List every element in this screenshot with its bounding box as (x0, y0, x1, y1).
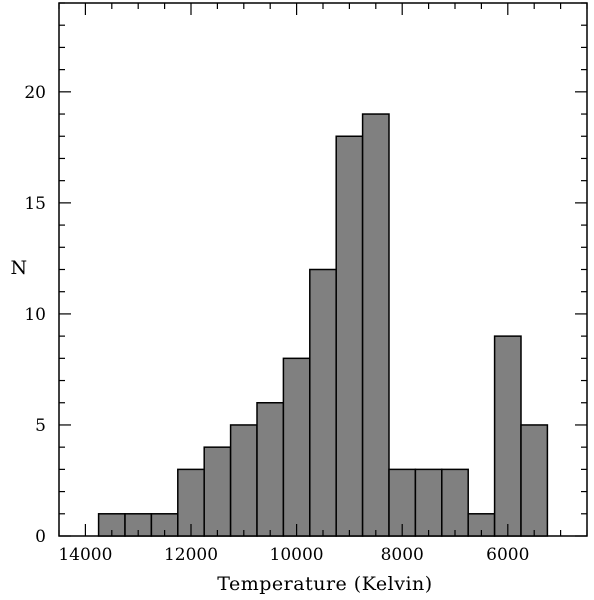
histogram-bar (520, 424, 549, 537)
histogram-bar (229, 424, 258, 537)
y-tick-label: 20 (24, 83, 46, 103)
x-tick-label: 6000 (486, 545, 529, 565)
histogram-bar (414, 468, 443, 537)
axis-ticks (58, 2, 588, 537)
histogram-bar (361, 113, 390, 537)
y-tick-labels: 0 5 10 15 20 (24, 83, 46, 547)
y-tick-label: 15 (24, 194, 46, 214)
x-tick-label: 10000 (270, 545, 324, 565)
histogram-bar (335, 135, 364, 537)
x-axis-label: Temperature (Kelvin) (217, 573, 432, 595)
y-tick-label: 5 (35, 416, 46, 436)
x-tick-labels: 14000 12000 10000 8000 6000 (58, 545, 529, 565)
y-tick-label: 0 (35, 527, 46, 547)
y-tick-label: 10 (24, 305, 46, 325)
x-tick-label: 8000 (381, 545, 424, 565)
x-tick-label: 14000 (58, 545, 112, 565)
histogram-bar (256, 402, 285, 537)
histogram-bar (309, 268, 337, 537)
histogram-bar (441, 468, 469, 537)
x-tick-label: 12000 (164, 545, 218, 565)
histogram-bars (97, 113, 549, 537)
y-axis-label: N (10, 257, 27, 279)
histogram-bar (493, 335, 522, 537)
histogram-bar (282, 357, 311, 537)
histogram-bar (203, 446, 232, 537)
